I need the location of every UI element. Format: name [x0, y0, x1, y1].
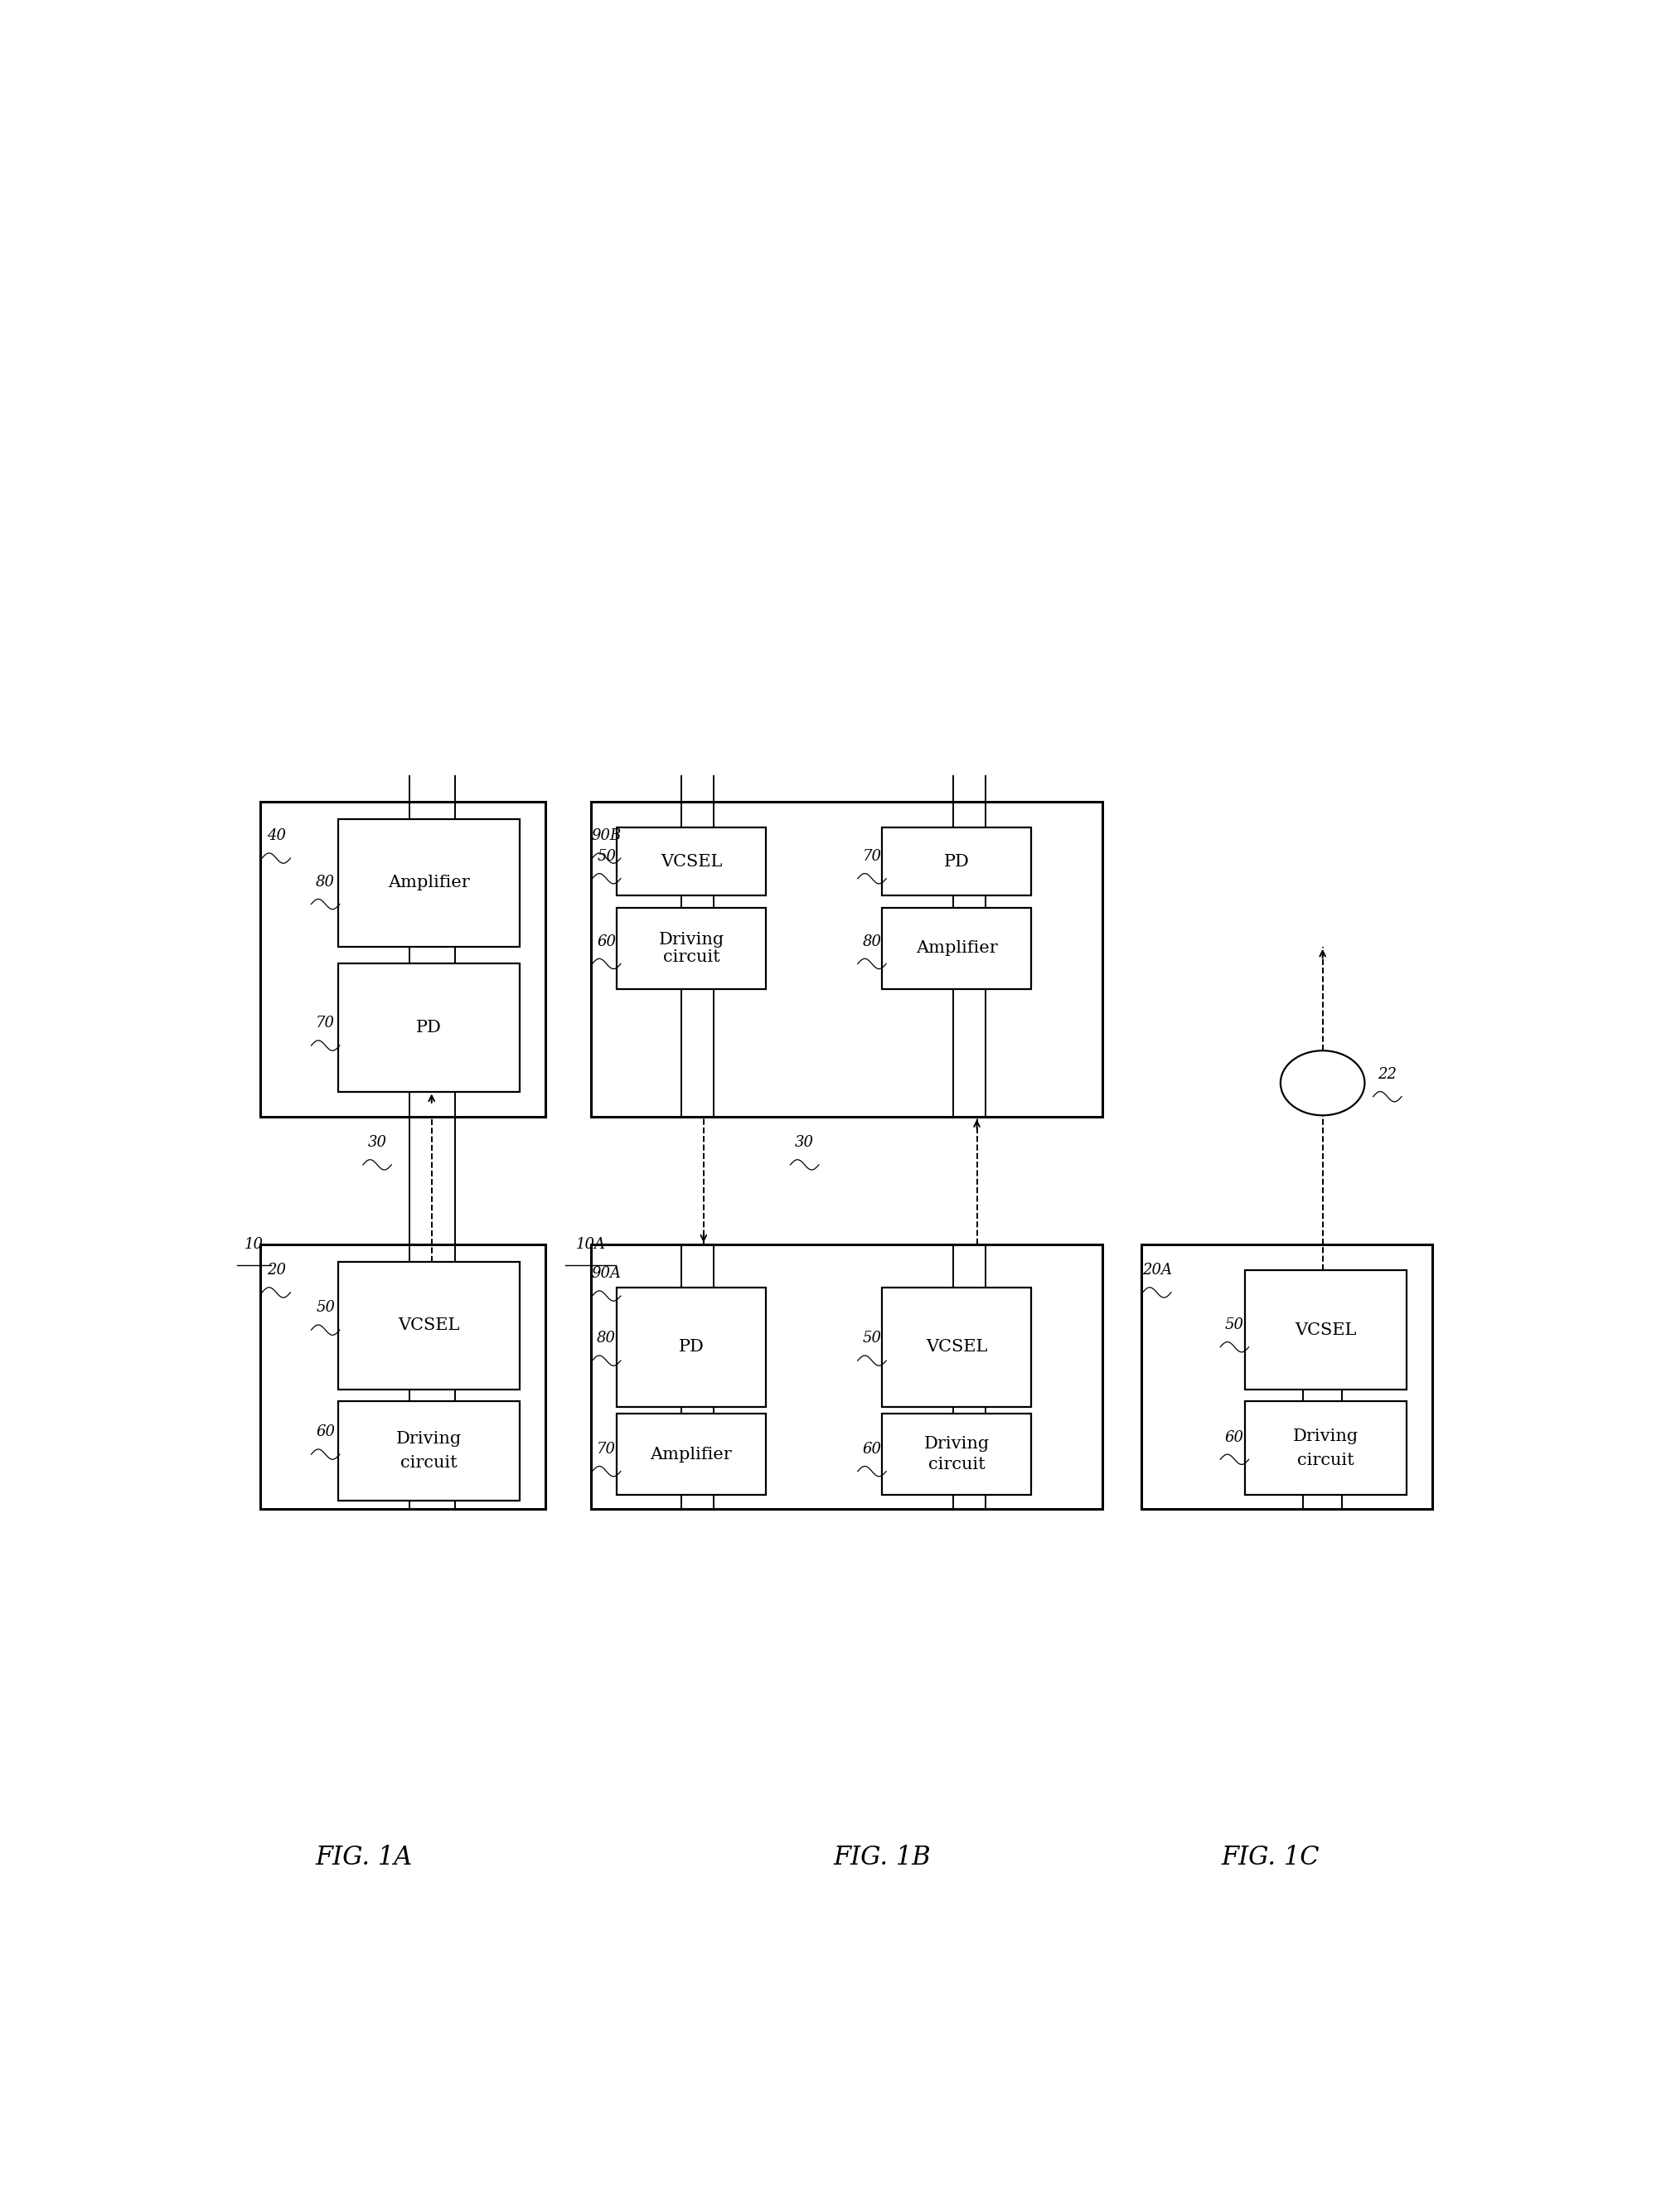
Text: 20A: 20A [1141, 1263, 1171, 1279]
Text: VCSEL: VCSEL [1295, 1323, 1357, 1338]
Text: 50: 50 [597, 849, 617, 865]
Text: VCSEL: VCSEL [926, 1338, 988, 1356]
Bar [882, 1287, 1031, 1407]
Text: 60: 60 [1225, 1429, 1245, 1444]
Bar [338, 1402, 520, 1500]
Text: FIG. 1A: FIG. 1A [316, 1845, 413, 1871]
Bar [617, 827, 765, 896]
Text: 80: 80 [597, 1332, 617, 1345]
Text: Amplifier: Amplifier [916, 940, 998, 956]
Text: 20: 20 [267, 1263, 286, 1279]
Bar [1245, 1270, 1407, 1389]
Text: 70: 70 [316, 1015, 334, 1031]
Ellipse shape [1280, 1051, 1365, 1115]
Text: circuit: circuit [663, 949, 720, 964]
Text: FIG. 1B: FIG. 1B [834, 1845, 931, 1871]
Text: PD: PD [678, 1338, 703, 1356]
Bar [1245, 1402, 1407, 1495]
Bar [592, 803, 1103, 1117]
Bar [617, 1413, 765, 1495]
Bar [592, 1245, 1103, 1509]
Text: Driving: Driving [924, 1436, 989, 1451]
Text: 70: 70 [862, 849, 882, 865]
Text: 30: 30 [795, 1135, 814, 1150]
Text: circuit: circuit [1297, 1453, 1354, 1469]
Bar [261, 1245, 545, 1509]
Text: 10A: 10A [576, 1237, 607, 1252]
Bar [882, 907, 1031, 989]
Bar [882, 1413, 1031, 1495]
Text: 90A: 90A [592, 1265, 622, 1281]
Text: 60: 60 [316, 1425, 334, 1440]
Text: 50: 50 [1225, 1318, 1245, 1332]
Text: 40: 40 [267, 830, 286, 843]
Text: Driving: Driving [658, 931, 724, 947]
Text: PD: PD [416, 1020, 441, 1035]
Text: 70: 70 [597, 1442, 617, 1458]
Text: 80: 80 [316, 874, 334, 889]
Text: Driving: Driving [396, 1431, 461, 1447]
Bar [617, 1287, 765, 1407]
Bar [338, 964, 520, 1091]
Text: 50: 50 [862, 1332, 882, 1345]
Text: VCSEL: VCSEL [398, 1318, 460, 1334]
Text: PD: PD [944, 854, 969, 869]
Text: 50: 50 [316, 1301, 334, 1316]
Text: circuit: circuit [929, 1458, 986, 1473]
Text: FIG. 1C: FIG. 1C [1222, 1845, 1320, 1871]
Text: 60: 60 [597, 933, 617, 949]
Text: 10: 10 [244, 1237, 264, 1252]
Text: 90B: 90B [592, 830, 622, 843]
Text: Amplifier: Amplifier [650, 1447, 732, 1462]
Text: 60: 60 [862, 1442, 882, 1458]
Bar [617, 907, 765, 989]
Bar [338, 1261, 520, 1389]
Bar [338, 818, 520, 947]
Text: circuit: circuit [401, 1455, 458, 1471]
Bar [882, 827, 1031, 896]
Text: 30: 30 [368, 1135, 386, 1150]
Text: Amplifier: Amplifier [388, 876, 470, 891]
Bar [1141, 1245, 1432, 1509]
Text: VCSEL: VCSEL [660, 854, 722, 869]
Text: 80: 80 [862, 933, 882, 949]
Text: 22: 22 [1379, 1066, 1397, 1082]
Text: Driving: Driving [1293, 1429, 1359, 1444]
Bar [261, 803, 545, 1117]
